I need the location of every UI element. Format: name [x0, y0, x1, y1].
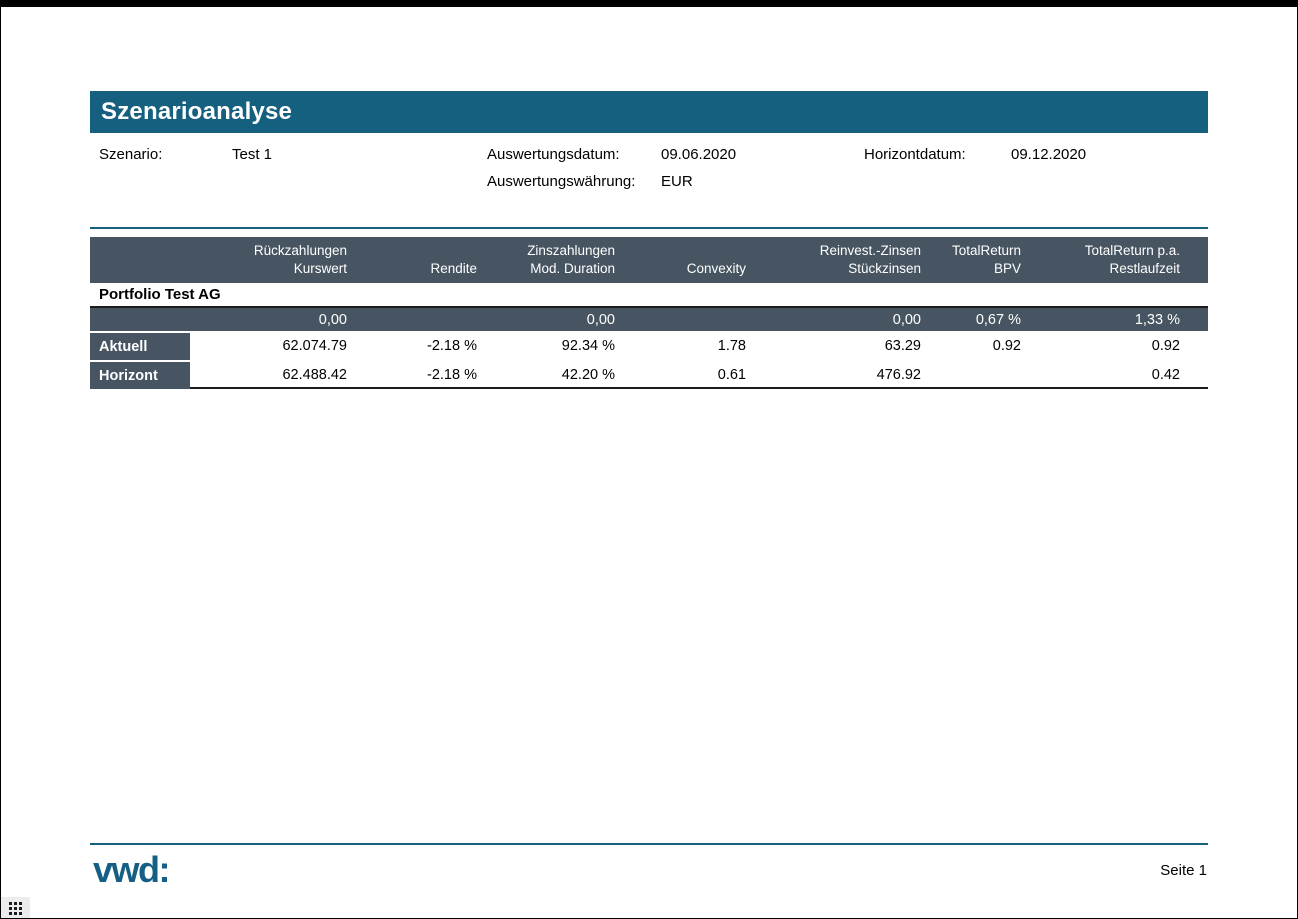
vwd-logo: vwd:	[93, 849, 171, 890]
table-bottom-rule	[190, 387, 1208, 389]
cell-horizont-mod-duration: 42.20 %	[561, 366, 615, 383]
horizontdatum-value: 09.12.2020	[1011, 146, 1087, 163]
auswertungswaehrung-value: EUR	[661, 173, 693, 190]
column-header-line2: BPV	[993, 261, 1021, 276]
column-header-line2: Restlaufzeit	[1109, 261, 1180, 276]
portfolio-totals-row: 0,00 0,00 0,00 0,67 % 1,33 %	[90, 308, 1208, 331]
column-header-line2: Stückzinsen	[848, 261, 921, 276]
page-title: Szenarioanalyse	[101, 98, 293, 125]
cell-horizont-kurswert: 62.488.42	[282, 366, 347, 383]
table-row-aktuell: Aktuell 62.074.79 -2.18 % 92.34 % 1.78 6…	[90, 331, 1208, 360]
portfolio-group-row: Portfolio Test AG	[90, 283, 1208, 308]
totals-label-cell	[90, 308, 190, 331]
column-header-kurswert: Rückzahlungen Kurswert	[190, 237, 355, 283]
totals-cell-stueckzinsen: 0,00	[892, 311, 921, 328]
row-label-aktuell: Aktuell	[90, 331, 190, 360]
scenario-table: Rückzahlungen Kurswert Rendite Zinszahlu…	[90, 237, 1208, 389]
auswertungsdatum-label: Auswertungsdatum:	[487, 146, 620, 163]
meta-table-divider	[90, 227, 1208, 229]
cell-aktuell-bpv: 0.92	[992, 337, 1021, 354]
report-title-bar: Szenarioanalyse	[90, 91, 1208, 133]
totals-cell-restlaufzeit: 1,33 %	[1134, 311, 1180, 328]
cell-horizont-rendite: -2.18 %	[427, 366, 477, 383]
cell-horizont-convexity: 0.61	[717, 366, 746, 383]
footer-divider	[90, 843, 1208, 845]
column-header-restlaufzeit: TotalReturn p.a. Restlaufzeit	[1029, 237, 1208, 283]
cell-horizont-restlaufzeit: 0.42	[1151, 366, 1180, 383]
portfolio-group-label: Portfolio Test AG	[99, 286, 221, 303]
page-number: Seite 1	[1160, 862, 1207, 879]
cell-aktuell-mod-duration: 92.34 %	[561, 337, 615, 354]
cell-aktuell-convexity: 1.78	[717, 337, 746, 354]
column-header-bpv: TotalReturn BPV	[929, 237, 1029, 283]
column-header-line1: TotalReturn	[951, 243, 1021, 258]
column-header-line1: Zinszahlungen	[527, 243, 615, 258]
cell-aktuell-stueckzinsen: 63.29	[884, 337, 921, 354]
grid-view-button[interactable]	[0, 897, 30, 919]
cell-aktuell-rendite: -2.18 %	[427, 337, 477, 354]
cell-aktuell-restlaufzeit: 0.92	[1151, 337, 1180, 354]
horizontdatum-label: Horizontdatum:	[864, 146, 966, 163]
auswertungsdatum-value: 09.06.2020	[661, 146, 737, 163]
column-header-line2: Rendite	[430, 261, 477, 276]
column-header-line1: Reinvest.-Zinsen	[819, 243, 921, 258]
grid-icon	[8, 901, 22, 915]
totals-cell-convexity	[623, 308, 754, 331]
column-header-rendite: Rendite	[355, 237, 485, 283]
totals-cell-rendite	[355, 308, 485, 331]
column-header-convexity: Convexity	[623, 237, 754, 283]
column-header-empty	[90, 237, 190, 283]
window-top-bar	[0, 0, 1298, 7]
totals-cell-kurswert: 0,00	[318, 311, 347, 328]
szenario-value: Test 1	[232, 146, 273, 163]
table-row-horizont: Horizont 62.488.42 -2.18 % 42.20 % 0.61 …	[90, 360, 1208, 389]
column-header-line2: Convexity	[686, 261, 746, 276]
column-header-line1: TotalReturn p.a.	[1084, 243, 1180, 258]
cell-horizont-bpv	[929, 360, 1029, 389]
cell-horizont-stueckzinsen: 476.92	[876, 366, 921, 383]
szenario-label: Szenario:	[99, 146, 163, 163]
column-header-stueckzinsen: Reinvest.-Zinsen Stückzinsen	[754, 237, 929, 283]
column-header-line2: Mod. Duration	[530, 261, 615, 276]
column-header-line2: Kurswert	[293, 261, 347, 276]
column-header-line1: Rückzahlungen	[253, 243, 347, 258]
table-header-row: Rückzahlungen Kurswert Rendite Zinszahlu…	[90, 237, 1208, 283]
cell-aktuell-kurswert: 62.074.79	[282, 337, 347, 354]
totals-cell-bpv: 0,67 %	[975, 311, 1021, 328]
totals-cell-mod-duration: 0,00	[586, 311, 615, 328]
auswertungswaehrung-label: Auswertungswährung:	[487, 173, 636, 190]
row-label-horizont: Horizont	[90, 360, 190, 389]
column-header-mod-duration: Zinszahlungen Mod. Duration	[485, 237, 623, 283]
